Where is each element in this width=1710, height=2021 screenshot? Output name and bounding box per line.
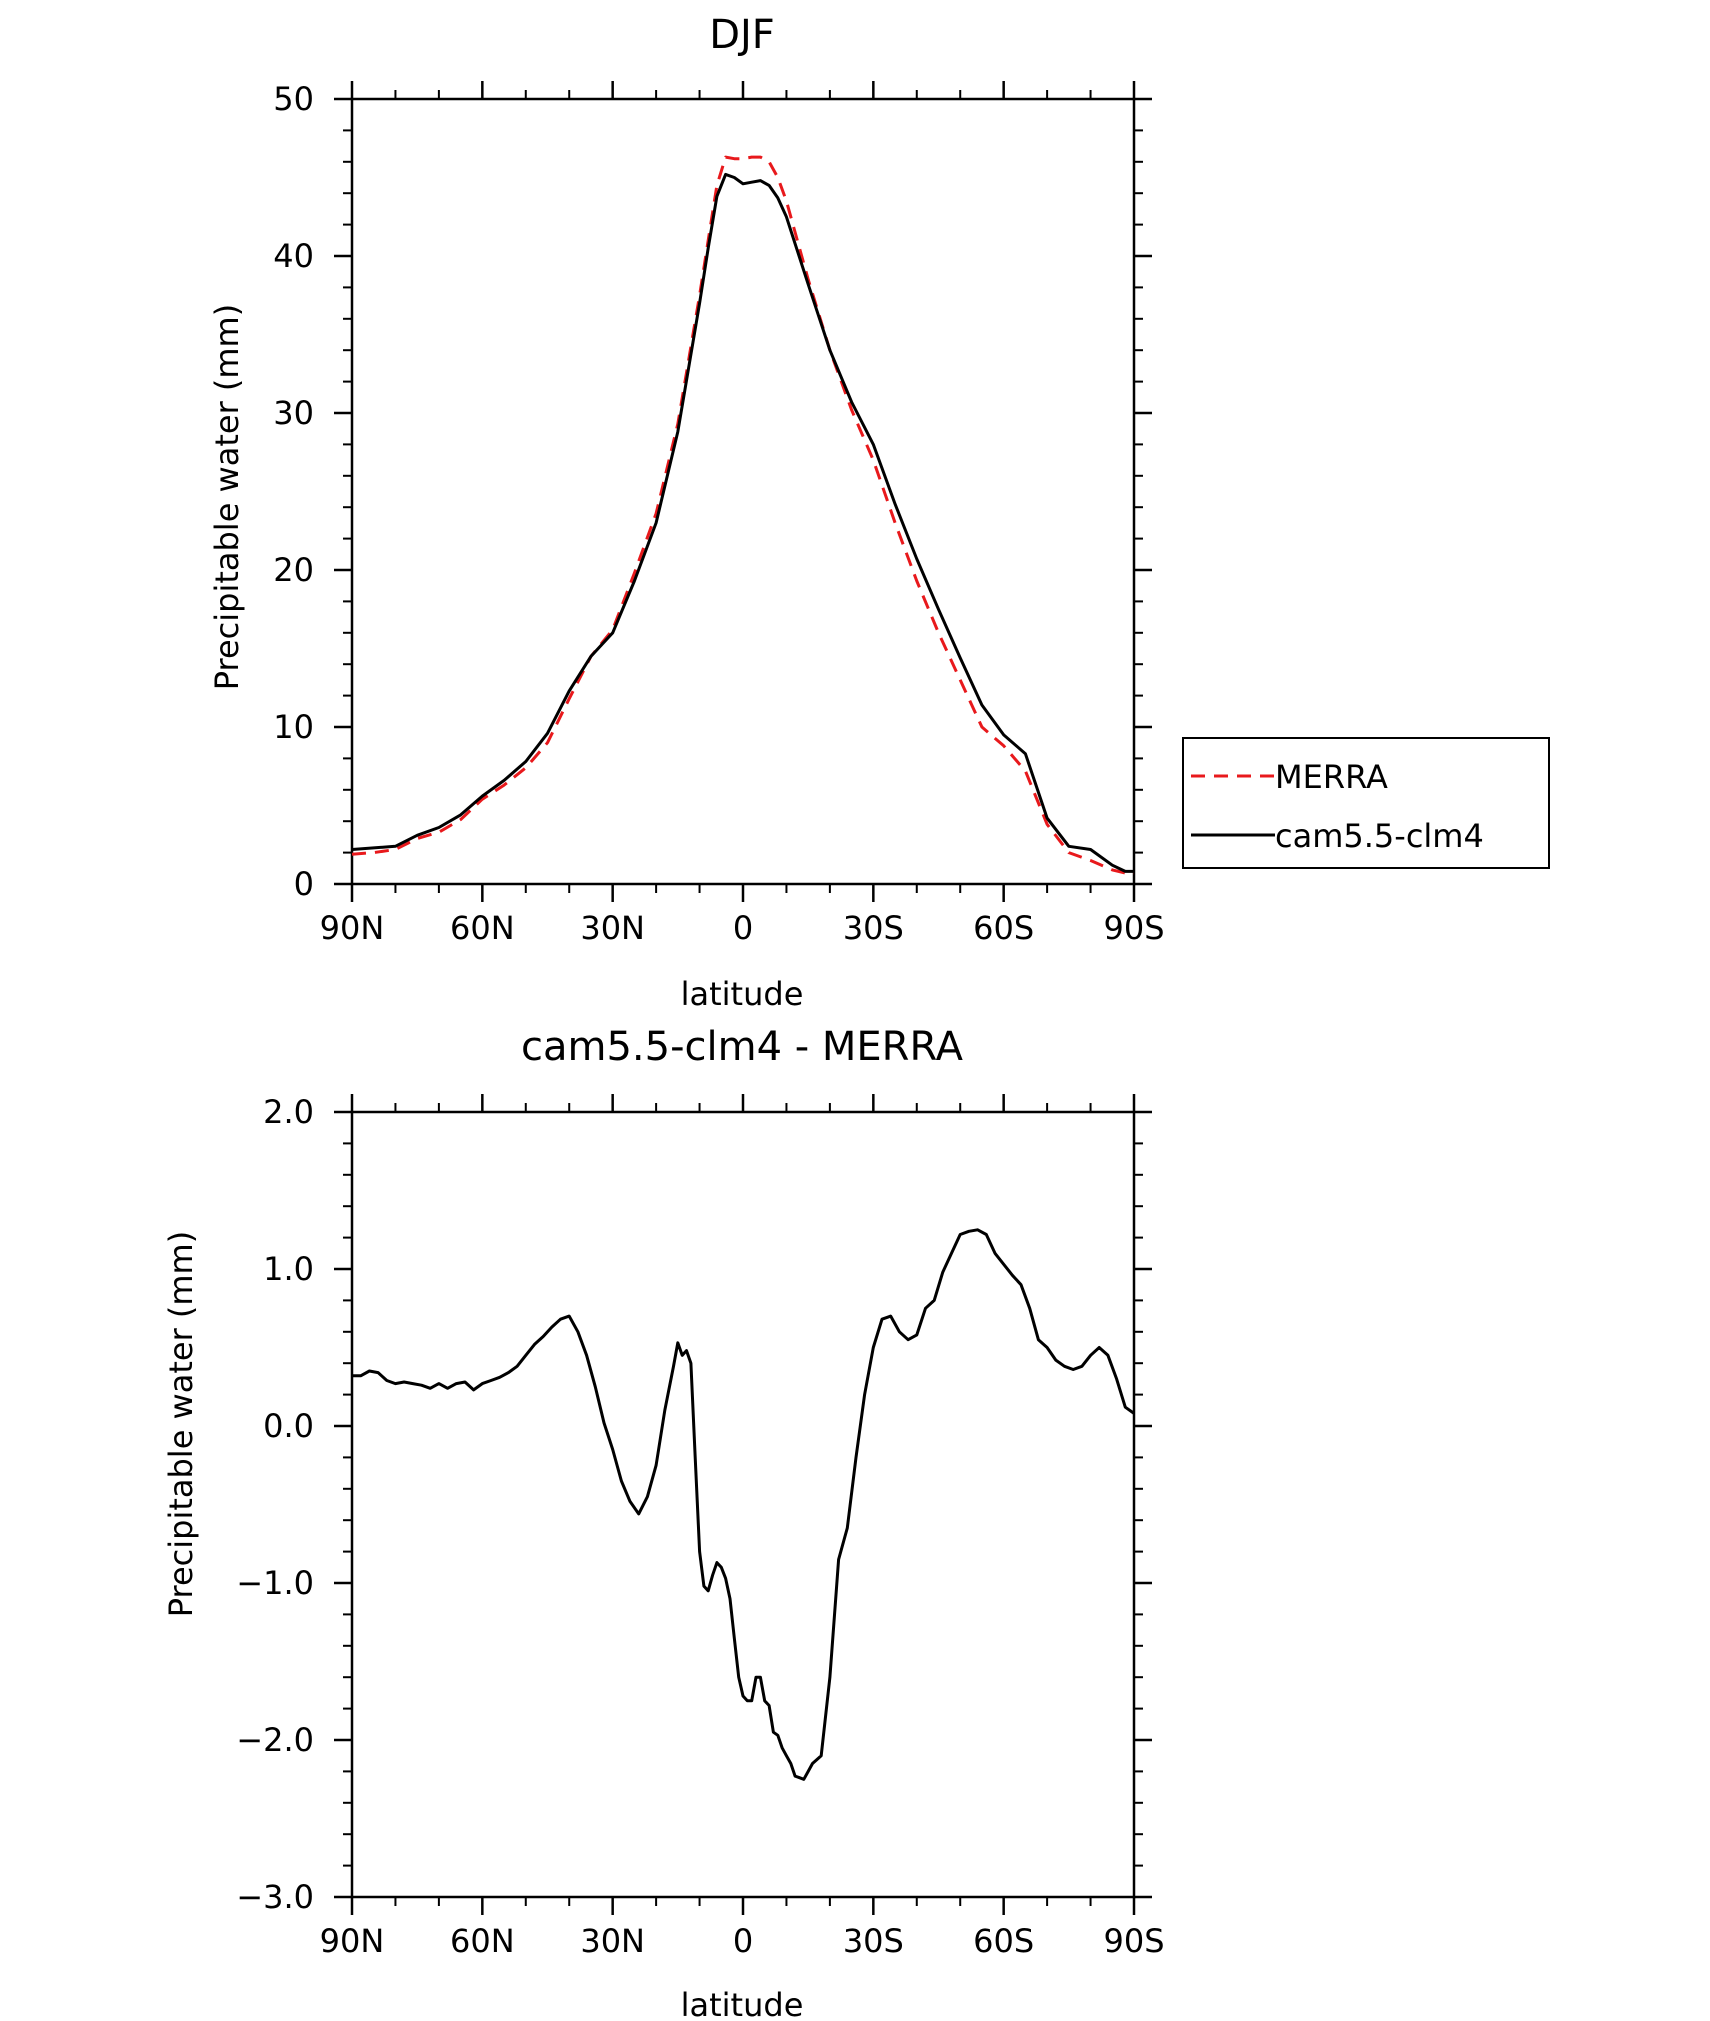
y-tick-label: −2.0: [236, 1721, 314, 1759]
x-tick-label: 90S: [1103, 1922, 1164, 1960]
y-tick-label: 50: [273, 80, 314, 118]
x-tick-label: 0: [733, 1922, 753, 1960]
legend-label: cam5.5-clm4: [1275, 817, 1484, 855]
x-axis-title: latitude: [681, 1986, 804, 2021]
x-tick-label: 60S: [973, 909, 1034, 947]
y-tick-label: 20: [273, 551, 314, 589]
x-tick-label: 60N: [450, 909, 515, 947]
y-tick-label: −3.0: [236, 1878, 314, 1916]
y-tick-label: 0: [294, 865, 314, 903]
x-tick-label: 0: [733, 909, 753, 947]
x-tick-label: 30S: [843, 909, 904, 947]
x-tick-label: 90N: [320, 1922, 385, 1960]
x-tick-label: 90S: [1103, 909, 1164, 947]
series-line-cam5-5-clm4: [351, 172, 1134, 873]
legend-label: MERRA: [1275, 758, 1388, 796]
x-axis-title: latitude: [681, 975, 804, 1013]
y-tick-label: 10: [273, 708, 314, 746]
y-axis-title: Precipitable water (mm): [162, 1231, 200, 1617]
y-tick-label: 30: [273, 394, 314, 432]
y-tick-label: 40: [273, 237, 314, 275]
plot-area: 90N 60N 30N 0 30S 60S 90S 0 10 20 30 40 50: [273, 80, 1164, 947]
chart-title: DJF: [709, 12, 775, 58]
chart-title: cam5.5-clm4 - MERRA: [521, 1024, 964, 1070]
x-tick-label: 90N: [320, 909, 385, 947]
x-tick-label: 30N: [580, 1922, 645, 1960]
x-tick-label: 60S: [973, 1922, 1034, 1960]
plot-area: 90N 60N 30N 0 30S 60S 90S −3.0 −2.0 −1.0 0.0 1.0 2.0: [236, 1093, 1164, 1960]
plot-frame: [350, 1110, 1136, 1899]
series-line-0: [352, 1228, 1135, 1781]
legend: MERRA cam5.5-clm4: [1182, 737, 1550, 869]
y-tick-label: −1.0: [236, 1564, 314, 1602]
x-tick-label: 60N: [450, 1922, 515, 1960]
y-tick-label: 1.0: [263, 1250, 314, 1288]
panel-djf: DJF 90N 60N 30N 0 30S 60S 90S 0 10 20 30 40 50 latit…: [208, 12, 1550, 1013]
panel-difference: cam5.5-clm4 - MERRA 90N 60N 30N 0 30S 60S 90S −…: [162, 1024, 1165, 2021]
legend-box: [1182, 737, 1550, 869]
x-tick-label: 30N: [580, 909, 645, 947]
y-tick-label: 0.0: [263, 1407, 314, 1445]
x-tick-label: 30S: [843, 1922, 904, 1960]
y-axis-title: Precipitable water (mm): [208, 304, 246, 690]
series-line-merra: [351, 155, 1134, 875]
plot-frame: [350, 97, 1136, 886]
y-tick-label: 2.0: [263, 1093, 314, 1131]
